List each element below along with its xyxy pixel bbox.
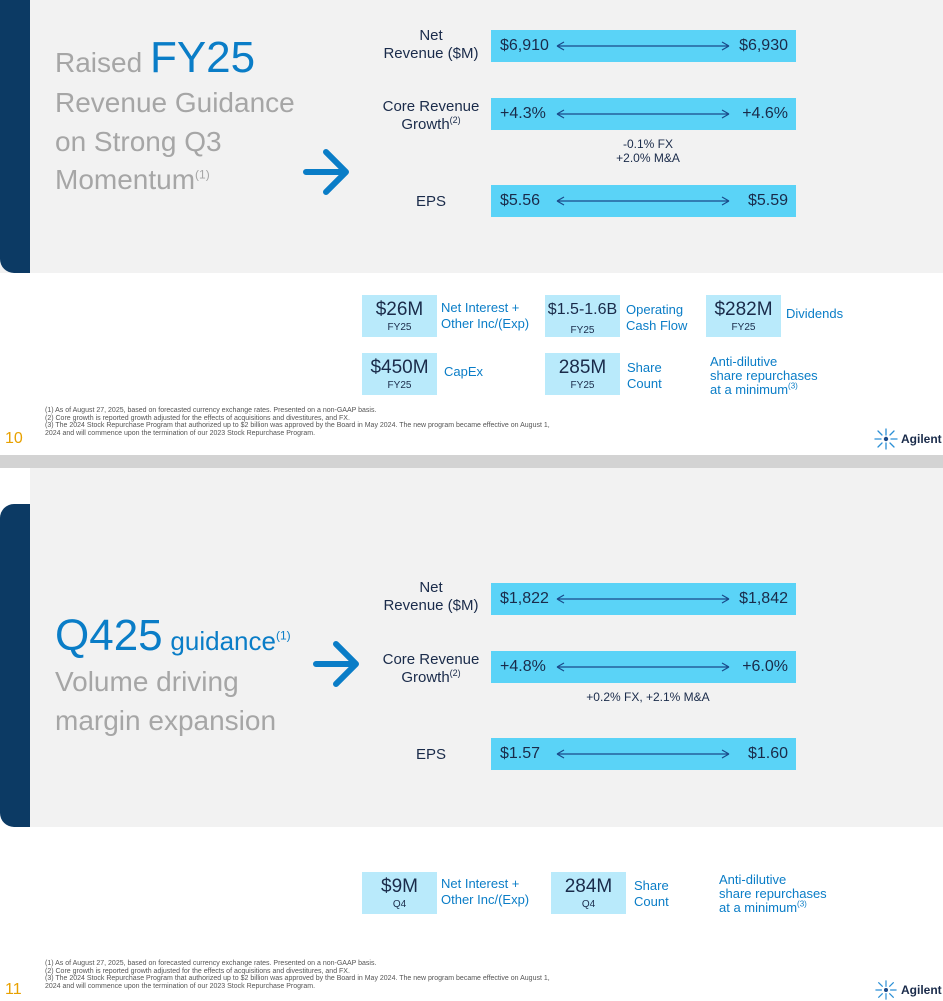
page-number: 11 [5,981,22,998]
eps-range-bar: $5.56 $5.59 [491,185,796,217]
slide-10: Raised FY25 Revenue Guidance on Strong Q… [0,0,943,455]
fy25-label: FY25 [149,33,256,82]
slide-11-title-line2: Volume driving [55,666,239,697]
double-headed-arrow-icon [556,594,730,604]
slide-10-title-line1: Raised FY25 [55,30,255,91]
double-headed-arrow-icon [556,662,730,672]
agilent-spark-icon [874,428,898,450]
growth-note: -0.1% FX +2.0% M&A [616,137,680,165]
slide-11-accent-bar [0,504,30,827]
anti-dilutive-note: Anti-dilutive share repurchases at a min… [719,872,827,915]
agilent-logo: Agilent [873,979,942,1001]
range-high-value: $1.60 [747,745,788,762]
range-low-value: +4.3% [500,105,546,122]
guidance-word: guidance [170,626,276,656]
slide-10-title-line4: Momentum(1) [55,164,210,195]
capex-label: CapEx [444,364,484,379]
right-arrow-icon [313,641,359,687]
range-high-value: +4.6% [742,105,788,122]
share-count-label: Share Count [627,360,662,391]
range-low-value: $6,910 [500,37,549,54]
logo-text: Agilent [901,432,942,446]
net-interest-tile: $9M Q4 [362,872,437,914]
slide-10-accent-bar [0,0,30,273]
slide-separator [0,455,943,468]
share-count-tile: 285M FY25 [545,353,620,395]
eps-label: EPS [415,193,446,210]
range-low-value: $1.57 [500,745,541,762]
slide-11: Q425 guidance(1) Volume driving margin e… [0,468,943,1001]
range-high-value: $5.59 [747,192,788,209]
capex-tile: $450M FY25 [362,353,437,395]
range-low-value: $5.56 [500,192,541,209]
right-arrow-icon [303,149,349,195]
eps-range-bar: $1.57 $1.60 [491,738,796,770]
core-revenue-growth-label: Core Revenue Growth(2) [382,651,480,686]
q425-label: Q425 [55,611,163,660]
double-headed-arrow-icon [556,109,730,119]
dividends-tile: $282M FY25 [706,295,781,337]
double-headed-arrow-icon [556,196,730,206]
operating-cash-flow-tile: $1.5-1.6B FY25 [545,295,620,337]
eps-label: EPS [415,746,446,763]
net-interest-tile: $26M FY25 [362,295,437,337]
range-low-value: +4.8% [500,658,546,675]
range-high-value: +6.0% [742,658,788,675]
net-revenue-label: Net Revenue ($M) [383,27,479,62]
anti-dilutive-note: Anti-dilutive share repurchases at a min… [710,354,818,397]
slide-11-title-line3: margin expansion [55,705,277,736]
raised-word: Raised [55,47,143,78]
share-count-tile: 284M Q4 [551,872,626,914]
footnotes: (1) As of August 27, 2025, based on fore… [45,407,550,437]
core-revenue-growth-range-bar: +4.3% +4.6% [491,98,796,130]
operating-cash-flow-label: Operating Cash Flow [626,302,688,333]
net-revenue-range-bar: $6,910 $6,930 [491,30,796,62]
slide-10-title-line3: on Strong Q3 [55,126,222,157]
double-headed-arrow-icon [556,749,730,759]
range-low-value: $1,822 [500,590,549,607]
slide-11-title-line1: Q425 guidance(1) [55,611,291,660]
double-headed-arrow-icon [556,41,730,51]
growth-note: +0.2% FX, +2.1% M&A [586,690,710,704]
agilent-spark-icon [875,980,897,1000]
range-high-value: $1,842 [739,590,788,607]
core-revenue-growth-range-bar: +4.8% +6.0% [491,651,796,683]
dividends-label: Dividends [786,306,844,321]
agilent-logo: Agilent [873,427,942,451]
logo-text: Agilent [901,983,942,997]
core-revenue-growth-label: Core Revenue Growth(2) [382,98,480,133]
net-interest-label: Net Interest + Other Inc/(Exp) [441,300,530,331]
share-count-label: Share Count [634,878,669,909]
page-number: 10 [5,430,23,447]
net-revenue-range-bar: $1,822 $1,842 [491,583,796,615]
slide-10-title-line2: Revenue Guidance [55,87,295,118]
footnotes: (1) As of August 27, 2025, based on fore… [45,960,550,990]
range-high-value: $6,930 [739,37,788,54]
net-revenue-label: Net Revenue ($M) [383,579,479,614]
net-interest-label: Net Interest + Other Inc/(Exp) [441,876,530,907]
